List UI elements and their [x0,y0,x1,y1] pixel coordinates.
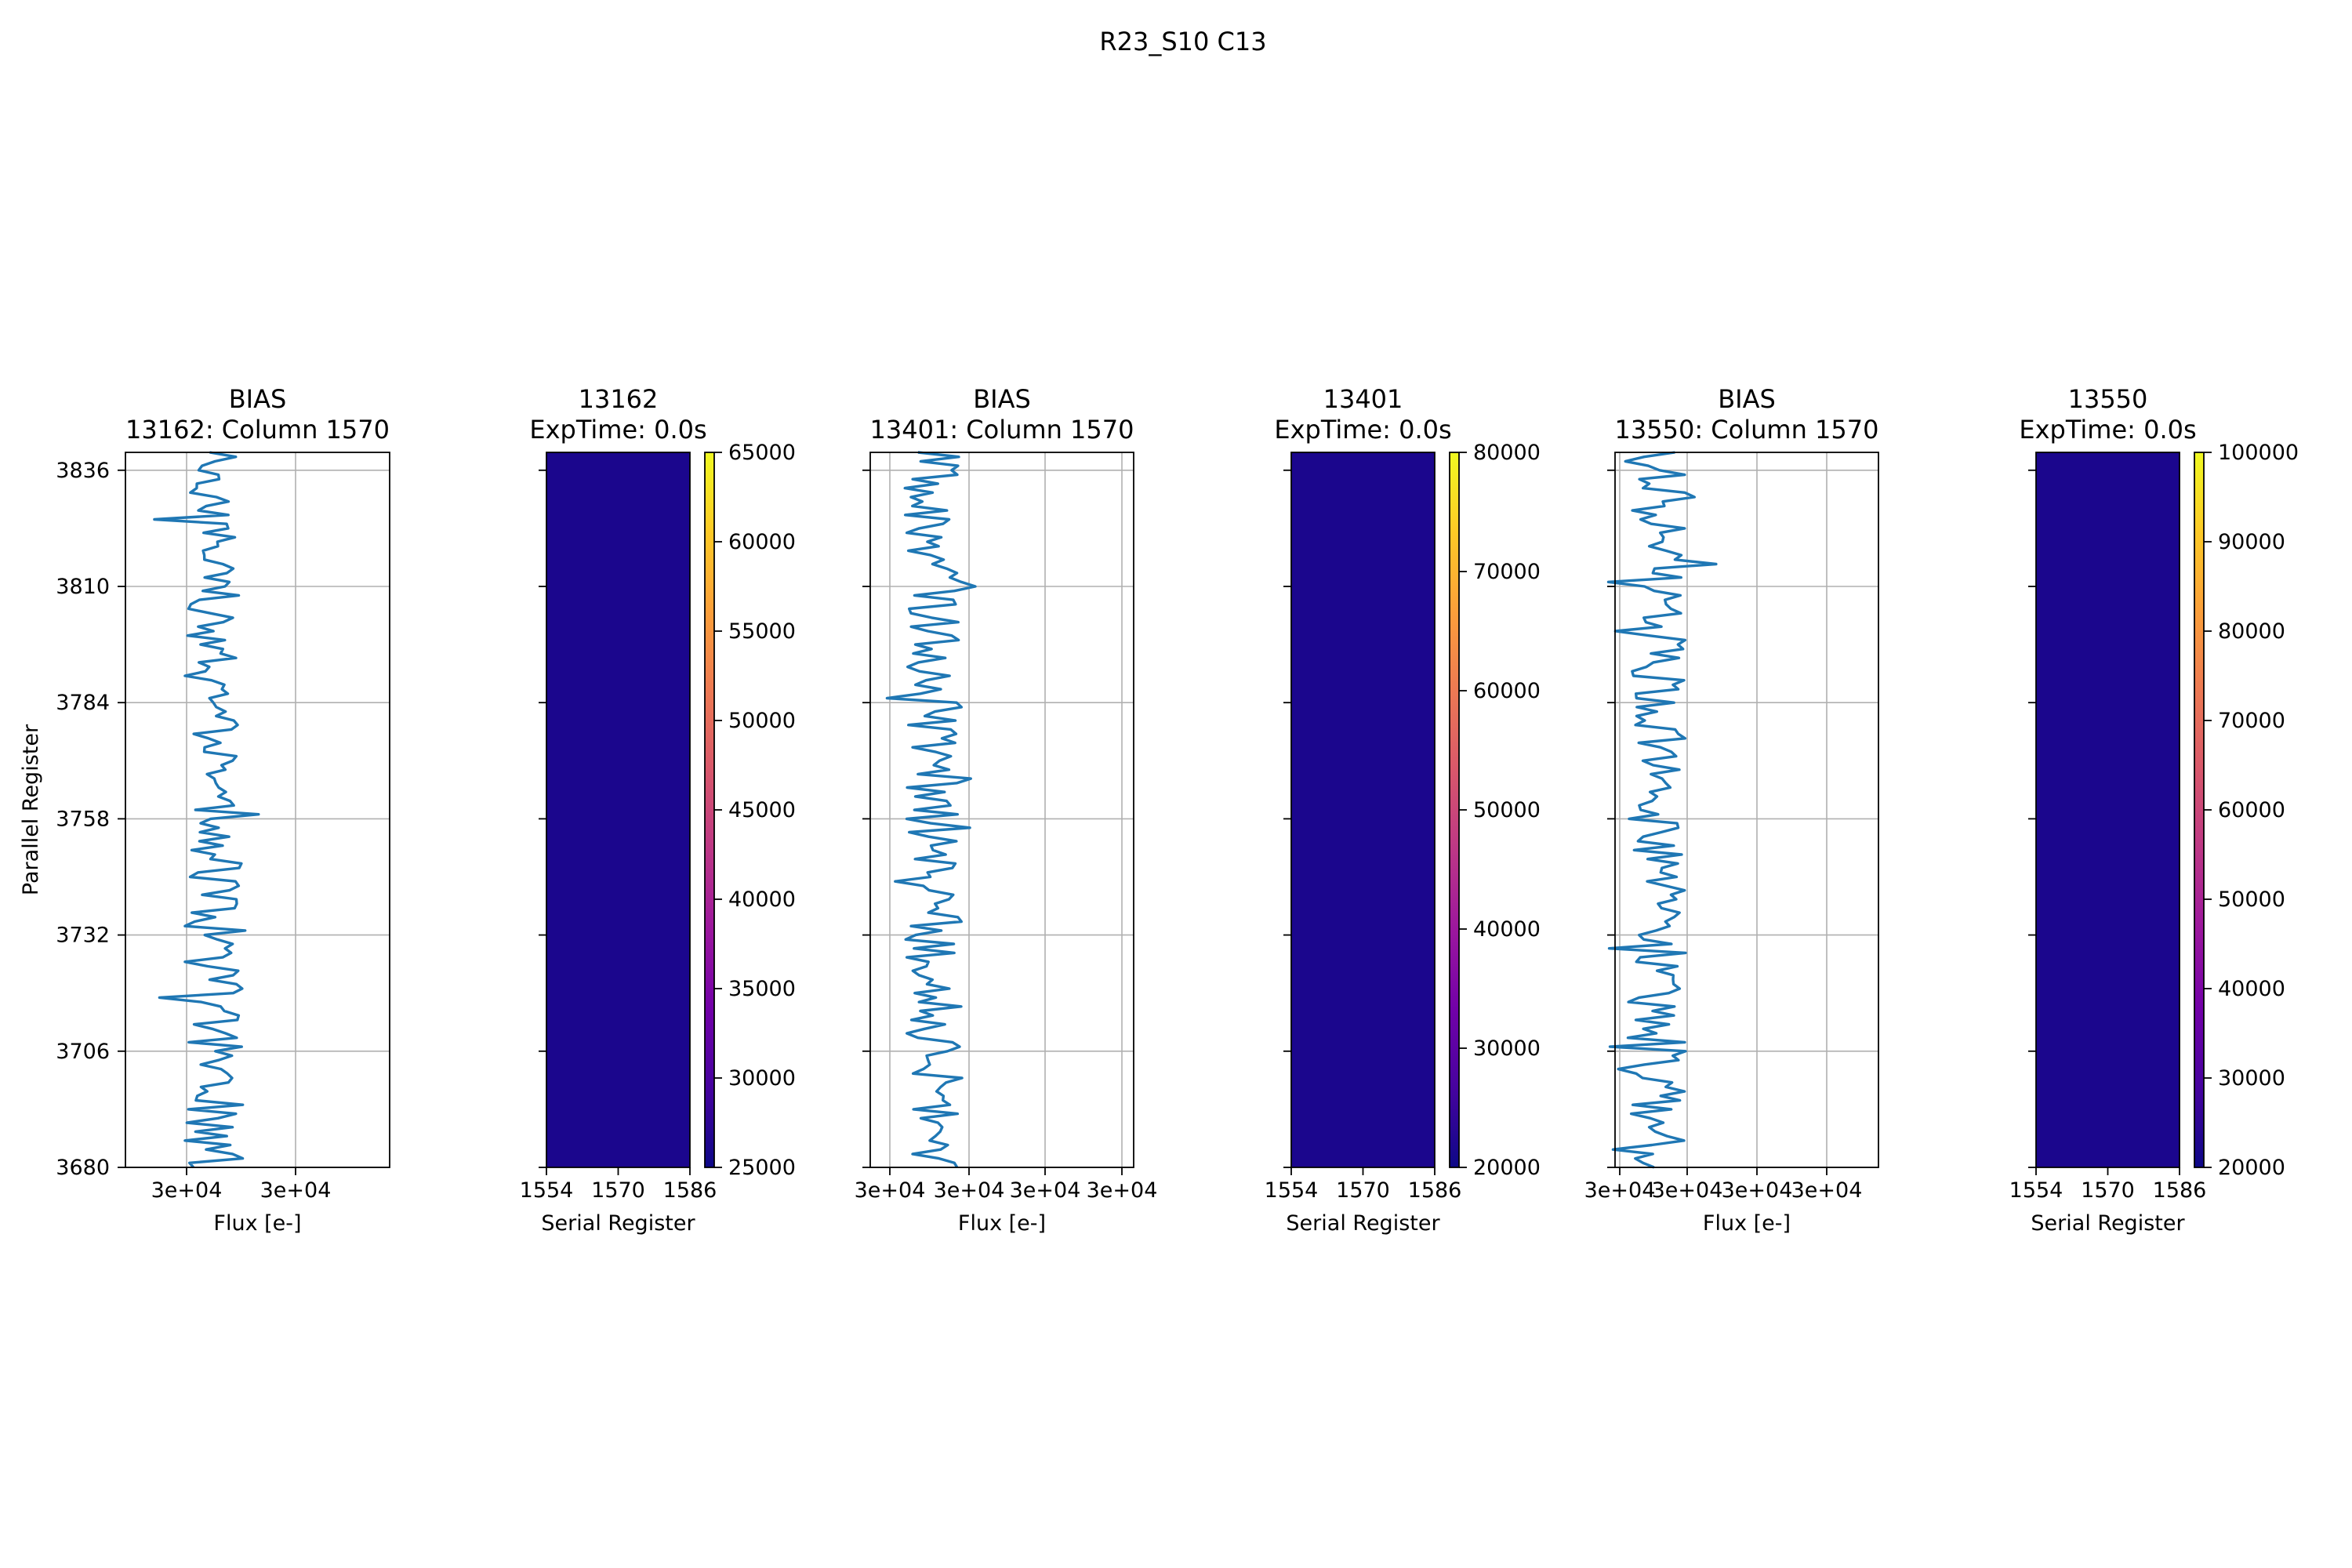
x-tick-label: 3e+04 [151,1178,223,1203]
axes-frame [1614,452,1879,1168]
panel-title-line2: 13401: Column 1570 [870,415,1134,445]
colorbar-tick-label: 60000 [1473,679,1541,703]
panel-4: 1554 1570 1586 Serial Register 13401ExpTime:… [1265,384,1541,1236]
y-tick-label: 3836 [56,459,110,483]
x-tick-label: 3e+04 [1010,1178,1081,1203]
colorbar-tick-label: 100000 [2218,441,2299,465]
x-tick-label: 1586 [2153,1178,2207,1203]
colorbar-tick-label: 40000 [728,887,796,912]
colorbar-tick-label: 20000 [1473,1156,1541,1180]
colorbar [2194,452,2205,1168]
panel-title-line1: 13401 [1323,384,1403,414]
colorbar-tick-label: 70000 [1473,560,1541,584]
x-axis-label: Serial Register [2031,1211,2185,1236]
axes-frame [869,452,1134,1168]
y-tick-label: 3784 [56,691,110,715]
x-axis-label: Serial Register [1286,1211,1440,1236]
heatmap-image [2036,452,2180,1167]
colorbar-tick-label: 40000 [2218,977,2285,1001]
panel-1: 3680 3706 3732 3758 3784 3810 3836 3e+04 3e+04 Fl… [19,384,390,1236]
colorbar-tick-label: 45000 [728,798,796,822]
colorbar [704,452,715,1168]
colorbar-tick-label: 30000 [728,1066,796,1091]
panel-title-line1: 13550 [2068,384,2148,414]
panel-title-line1: BIAS [973,384,1031,414]
colorbar-tick-label: 40000 [1473,917,1541,942]
panel-2: 1554 1570 1586 Serial Register 13162ExpTime:… [520,384,796,1236]
y-axis-label: Parallel Register [19,724,43,895]
x-axis-label: Serial Register [541,1211,695,1236]
colorbar-tick-label: 90000 [2218,530,2285,554]
x-tick-label: 3e+04 [260,1178,332,1203]
y-tick-label: 3810 [56,575,110,599]
y-tick-label: 3758 [56,807,110,831]
x-tick-label: 1586 [1408,1178,1462,1203]
x-tick-label: 1554 [520,1178,574,1203]
y-tick-label: 3732 [56,924,110,948]
x-tick-label: 3e+04 [1652,1178,1723,1203]
series-line [885,451,977,1168]
panel-title-line2: ExpTime: 0.0s [2019,415,2196,445]
panel-6: 1554 1570 1586 Serial Register 13550ExpTime:… [2009,384,2299,1236]
x-axis-label: Flux [e-] [213,1211,301,1236]
panel-title-line1: BIAS [229,384,287,414]
panel-title-line2: 13550: Column 1570 [1615,415,1879,445]
x-tick-label: 1570 [2081,1178,2135,1203]
panel-title-line2: ExpTime: 0.0s [1274,415,1451,445]
colorbar-tick-label: 20000 [2218,1156,2285,1180]
heatmap-image [546,452,690,1167]
y-tick-label: 3680 [56,1156,110,1180]
x-axis-label: Flux [e-] [958,1211,1046,1236]
colorbar-tick-label: 35000 [728,977,796,1001]
x-tick-label: 1554 [2009,1178,2063,1203]
x-tick-label: 1570 [591,1178,645,1203]
panel-title-line1: BIAS [1718,384,1776,414]
colorbar-tick-label: 80000 [1473,441,1541,465]
colorbar-tick-label: 50000 [2218,887,2285,912]
colorbar-tick-label: 55000 [728,619,796,644]
x-tick-label: 3e+04 [1584,1178,1656,1203]
x-tick-label: 3e+04 [1722,1178,1793,1203]
heatmap-image [1291,452,1435,1167]
y-tick-label: 3706 [56,1040,110,1064]
colorbar-tick-label: 60000 [728,530,796,554]
colorbar-tick-label: 50000 [1473,798,1541,822]
panel-title-line2: ExpTime: 0.0s [529,415,706,445]
colorbar-tick-label: 30000 [2218,1066,2285,1091]
colorbar-tick-label: 60000 [2218,798,2285,822]
axes-frame [125,452,390,1168]
series-line [1606,451,1718,1169]
figure-suptitle: R23_S10 C13 [1099,27,1266,56]
colorbar-tick-label: 25000 [728,1156,796,1180]
x-tick-label: 3e+04 [1087,1178,1158,1203]
series-line [153,451,260,1169]
colorbar-tick-label: 30000 [1473,1036,1541,1061]
panel-title-line2: 13162: Column 1570 [125,415,390,445]
colorbar-tick-label: 80000 [2218,619,2285,644]
x-tick-label: 1586 [663,1178,717,1203]
colorbar-tick-label: 65000 [728,441,796,465]
colorbar [1449,452,1460,1168]
panel-title-line1: 13162 [579,384,659,414]
x-tick-label: 3e+04 [934,1178,1005,1203]
x-tick-label: 3e+04 [855,1178,926,1203]
x-tick-label: 1570 [1336,1178,1390,1203]
colorbar-tick-label: 70000 [2218,709,2285,733]
x-tick-label: 3e+04 [1791,1178,1863,1203]
x-tick-label: 1554 [1265,1178,1319,1203]
colorbar-tick-label: 50000 [728,709,796,733]
x-axis-label: Flux [e-] [1703,1211,1791,1236]
